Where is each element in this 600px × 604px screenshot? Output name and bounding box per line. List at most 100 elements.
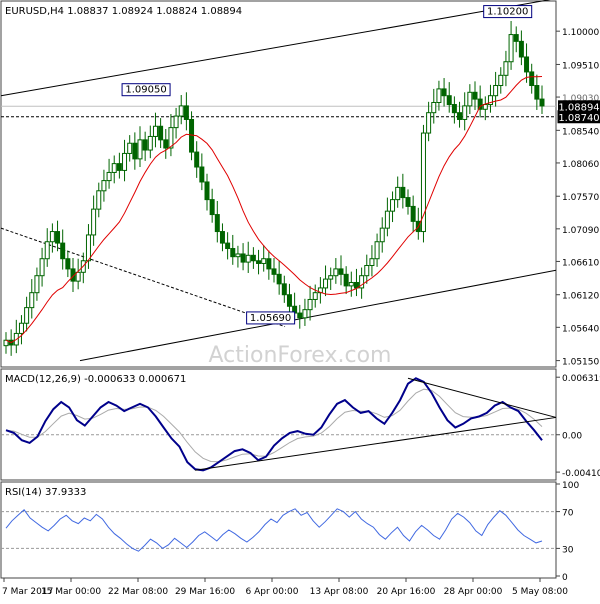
macd-panel-frame [0,368,557,481]
candle [390,191,396,223]
candle [163,128,169,159]
candle [178,95,184,125]
y-tick-label: 1.07090 [562,226,599,236]
candle-body [431,101,437,114]
candle-body [152,125,158,137]
candle [189,111,195,161]
candle [317,277,323,304]
candle [462,92,468,131]
candle [49,223,55,253]
candle [338,255,344,286]
candle [323,265,329,297]
candle-body [395,186,401,201]
candle-body [451,104,457,114]
candle-body [410,205,416,222]
candle [137,126,143,168]
candle-body [158,125,164,141]
y-tick-label: 1.05150 [562,358,599,368]
candle [142,131,148,161]
candle [384,197,390,237]
candle [34,267,40,301]
candle [359,267,365,299]
candle [441,78,447,107]
price-label-text: 1.08740 [558,113,599,124]
candle-body [173,115,179,129]
candle-body [436,88,442,103]
candle-body [266,258,272,270]
candle [529,63,535,94]
candle-body [60,242,66,260]
candle-body [39,258,45,277]
candle [302,298,308,326]
candle [219,223,225,252]
candle [65,250,71,278]
candle-body [390,199,396,212]
rsi-y-tick-label: 70 [562,509,574,519]
rsi-label: RSI(14) 37.9333 [5,487,86,498]
candle-body [101,180,107,192]
candle [168,114,174,157]
x-tick-label: 29 Mar 16:00 [175,587,235,597]
candle-body [183,105,189,120]
candle [281,275,287,303]
watermark: ActionForex.com [209,343,392,368]
candle-body [369,258,375,267]
candle [457,101,463,128]
candle-body [240,253,246,263]
candle [410,195,416,233]
candle-body [49,231,55,243]
price-label-text: 1.09050 [125,85,166,96]
candle-body [467,91,473,107]
candle-body [245,254,251,263]
candle [183,92,189,131]
candle [13,319,19,354]
candle-body [405,197,411,207]
candle [487,84,493,113]
candle-body [302,309,308,319]
candle-body [189,118,195,153]
candle-body [168,127,174,149]
candle-body [379,227,385,243]
candle-body [256,260,262,264]
candle-body [225,242,231,250]
rsi-line [5,508,543,552]
macd-y-tick-label: -0.004102 [562,469,600,479]
y-tick-label: 1.05640 [562,324,599,334]
candle-body [498,74,504,87]
candle [240,243,246,271]
candle-body [400,186,406,199]
channel-lower-line [79,269,557,362]
candle [158,118,164,148]
candle [261,245,267,272]
candle-body [446,95,452,106]
candle-body [286,294,292,307]
candle [431,88,437,124]
candle [111,155,117,184]
candle [503,50,509,87]
candle [55,220,61,252]
candle-body [534,85,540,100]
candle [204,173,210,211]
support-dashed-line [0,227,286,328]
candle [534,74,540,110]
candle-body [281,283,287,296]
candle [524,43,530,83]
candle-body [55,231,61,244]
rsi-y-tick-label: 30 [562,545,574,555]
candle [39,247,45,287]
candle [333,258,339,284]
price-label: 1.05690 [246,311,296,325]
y-tick-label: 1.09030 [562,94,599,104]
candle [328,267,334,290]
rsi-panel-frame [0,481,557,579]
candle [518,30,524,66]
candle [297,304,303,329]
candle-body [199,166,205,183]
candle-body [276,273,282,285]
candle-body [178,105,184,117]
candle-body [359,275,365,289]
candle-body [323,278,329,289]
candle-body [18,322,24,334]
candle [353,268,359,297]
candle-body [482,104,488,110]
